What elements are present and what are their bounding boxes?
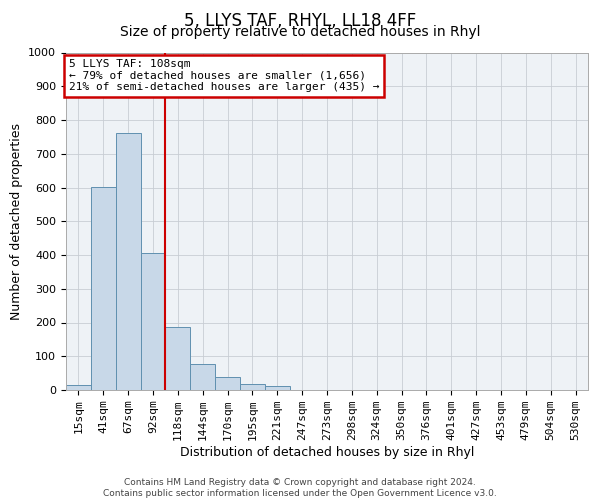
Text: Contains HM Land Registry data © Crown copyright and database right 2024.
Contai: Contains HM Land Registry data © Crown c… bbox=[103, 478, 497, 498]
Bar bbox=[265, 386, 290, 390]
Bar bbox=[240, 384, 265, 390]
Text: Size of property relative to detached houses in Rhyl: Size of property relative to detached ho… bbox=[120, 25, 480, 39]
Bar bbox=[66, 385, 91, 390]
X-axis label: Distribution of detached houses by size in Rhyl: Distribution of detached houses by size … bbox=[180, 446, 474, 459]
Bar bbox=[215, 376, 240, 390]
Bar bbox=[190, 364, 215, 390]
Bar bbox=[91, 187, 116, 390]
Bar bbox=[166, 326, 190, 390]
Text: 5 LLYS TAF: 108sqm
← 79% of detached houses are smaller (1,656)
21% of semi-deta: 5 LLYS TAF: 108sqm ← 79% of detached hou… bbox=[68, 59, 379, 92]
Bar bbox=[140, 254, 166, 390]
Y-axis label: Number of detached properties: Number of detached properties bbox=[10, 122, 23, 320]
Text: 5, LLYS TAF, RHYL, LL18 4FF: 5, LLYS TAF, RHYL, LL18 4FF bbox=[184, 12, 416, 30]
Bar bbox=[116, 133, 140, 390]
